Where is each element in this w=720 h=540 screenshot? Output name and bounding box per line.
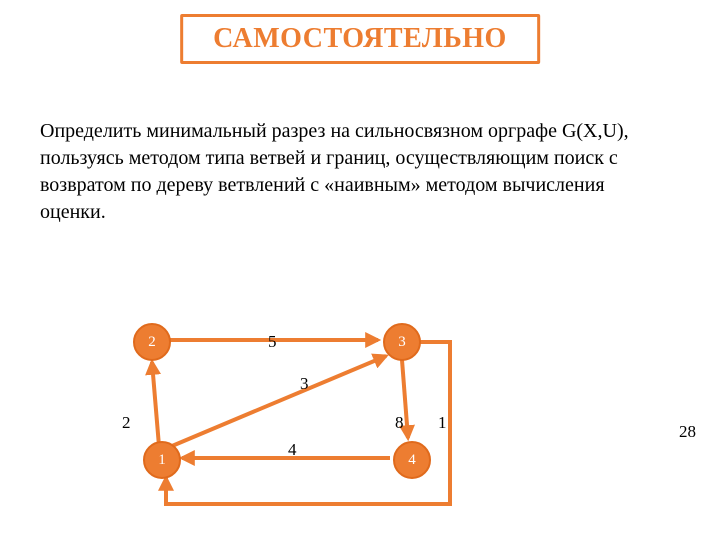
page-number: 28 [679, 422, 696, 442]
page-title: САМОСТОЯТЕЛЬНО [213, 23, 507, 55]
edge-1-3 [172, 356, 386, 446]
node-3: 3 [383, 323, 421, 361]
title-box: САМОСТОЯТЕЛЬНО [180, 14, 540, 64]
graph-diagram: 2538411234 [110, 318, 510, 528]
node-2: 2 [133, 323, 171, 361]
edge-label-2-3: 5 [268, 332, 277, 352]
body-text: Определить минимальный разрез на сильнос… [40, 118, 660, 226]
graph-edges [110, 318, 510, 528]
edge-label-1-2: 2 [122, 413, 131, 433]
edge-label-3-4: 8 [395, 413, 404, 433]
node-1: 1 [143, 441, 181, 479]
node-4: 4 [393, 441, 431, 479]
edge-label-4-1: 4 [288, 440, 297, 460]
edge-label-3-1: 1 [438, 413, 447, 433]
edge-label-1-3: 3 [300, 374, 309, 394]
